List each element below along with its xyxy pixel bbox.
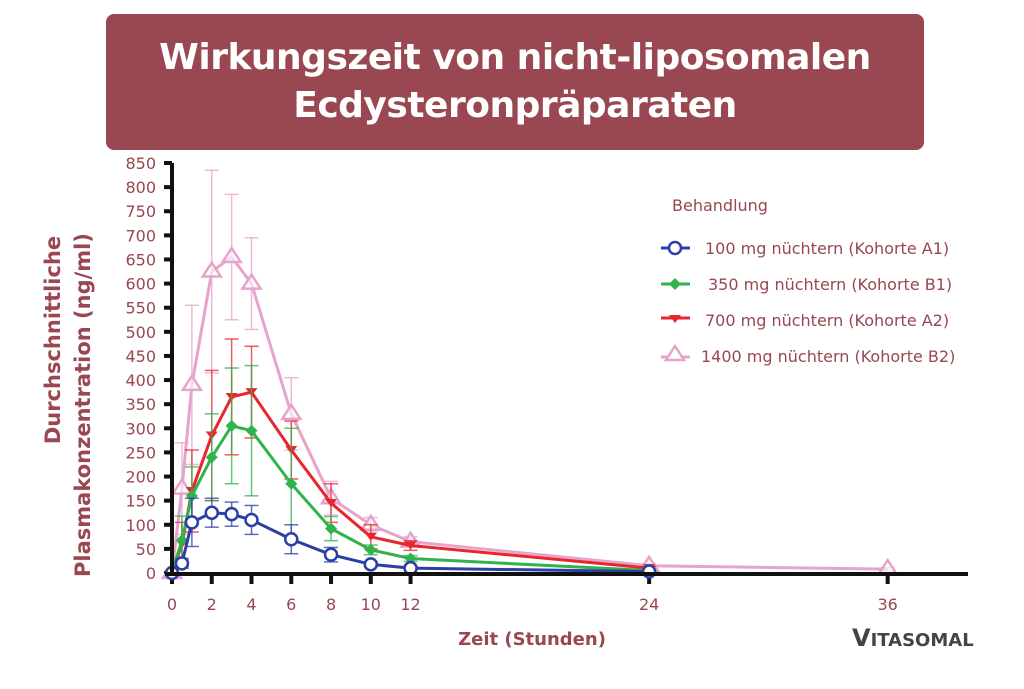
legend-label-700mg: 700 mg nüchtern (Kohorte A2): [705, 311, 949, 330]
triangle-up-marker-icon: [170, 477, 194, 495]
y-tick-label: 500: [125, 323, 156, 342]
y-tick-label: 650: [125, 250, 156, 269]
legend-item-1400mg: 1400 mg nüchtern (Kohorte B2): [661, 343, 955, 366]
brand-logo-rest: ITASOMAL: [871, 630, 974, 651]
y-tick-label: 800: [125, 178, 156, 197]
x-axis-ticks: 0 2 4 6 8 10 12 24 36: [167, 574, 898, 614]
diamond-marker-icon: [325, 522, 338, 535]
series-350mg: [166, 364, 657, 579]
y-tick-label: 100: [125, 516, 156, 535]
data-series: [160, 169, 899, 581]
circle-marker-icon: [667, 240, 683, 256]
diamond-marker-icon: [245, 424, 258, 437]
chart-title-line1: Wirkungszeit von nicht-liposomalen: [159, 37, 871, 78]
triangle-up-marker-icon: [240, 272, 263, 290]
circle-marker-icon: [224, 506, 239, 522]
y-tick-label: 400: [125, 371, 156, 390]
triangle-down-marker-icon: [364, 532, 377, 541]
diamond-marker-icon: [175, 534, 188, 547]
y-tick-label: 550: [125, 299, 156, 318]
diamond-marker-icon: [404, 552, 417, 565]
x-tick-label: 8: [326, 595, 336, 614]
circle-marker-icon: [204, 505, 220, 520]
series-700mg: [166, 338, 657, 577]
y-tick-label: 50: [136, 540, 156, 559]
y-tick-label: 450: [125, 347, 156, 366]
y-axis-title-line1: Durchschnittliche: [41, 236, 65, 444]
legend: Behandlung 100 mg nüchtern (Kohorte A1) …: [661, 196, 955, 366]
circle-marker-icon: [363, 557, 379, 572]
x-axis-title: Zeit (Stunden): [458, 629, 606, 650]
y-tick-label: 250: [125, 443, 156, 462]
circle-marker-icon: [184, 515, 200, 530]
y-axis-ticks: 0 50 100 150 200 250 300 350 400 450 500 550 600 650 7…: [125, 154, 172, 583]
triangle-up-marker-icon: [220, 245, 243, 264]
y-axis-title: Durchschnittliche Plasmakonzentration (n…: [41, 233, 95, 577]
triangle-up-marker-icon: [200, 260, 224, 278]
y-axis-title-line2: Plasmakonzentration (ng/ml): [71, 233, 95, 577]
triangle-down-marker-icon: [404, 541, 417, 550]
triangle-up-marker-icon: [663, 343, 687, 362]
triangle-down-marker-icon: [325, 499, 338, 508]
brand-logo-initial: V: [852, 624, 871, 652]
diamond-marker-icon: [225, 419, 238, 432]
chart-title-line2: Ecdysteronpräparaten: [293, 85, 737, 126]
x-tick-label: 36: [878, 595, 898, 614]
diamond-marker-icon: [669, 278, 681, 290]
x-tick-label: 12: [400, 595, 420, 614]
x-tick-label: 4: [246, 595, 256, 614]
triangle-down-marker-icon: [669, 315, 681, 323]
x-tick-label: 24: [639, 595, 659, 614]
chart-title-banner: Wirkungszeit von nicht-liposomalen Ecdys…: [106, 14, 924, 150]
legend-title: Behandlung: [672, 196, 768, 215]
diamond-marker-icon: [205, 451, 218, 464]
circle-marker-icon: [244, 512, 259, 528]
y-tick-label: 700: [125, 226, 156, 245]
circle-marker-icon: [174, 556, 190, 571]
legend-label-350mg: 350 mg nüchtern (Kohorte B1): [708, 275, 952, 294]
y-tick-label: 150: [125, 492, 156, 511]
diamond-marker-icon: [285, 477, 298, 490]
y-tick-label: 350: [125, 395, 156, 414]
legend-item-100mg: 100 mg nüchtern (Kohorte A1): [661, 239, 949, 258]
y-tick-label: 850: [125, 154, 156, 173]
x-tick-label: 2: [207, 595, 217, 614]
legend-item-350mg: 350 mg nüchtern (Kohorte B1): [661, 275, 952, 294]
x-tick-label: 6: [286, 595, 296, 614]
series-1400mg: [160, 169, 899, 580]
y-tick-label: 600: [125, 275, 156, 294]
circle-marker-icon: [284, 531, 299, 547]
y-tick-label: 200: [125, 468, 156, 487]
brand-logo: VITASOMAL: [852, 624, 974, 652]
series-100mg: [164, 497, 657, 581]
triangle-up-marker-icon: [180, 373, 204, 392]
y-tick-label: 300: [125, 419, 156, 438]
triangle-up-marker-icon: [279, 402, 303, 421]
legend-item-700mg: 700 mg nüchtern (Kohorte A2): [661, 311, 949, 330]
y-tick-label: 0: [146, 564, 156, 583]
legend-label-100mg: 100 mg nüchtern (Kohorte A1): [705, 239, 949, 258]
diamond-marker-icon: [364, 543, 377, 556]
x-tick-label: 10: [361, 595, 381, 614]
legend-label-1400mg: 1400 mg nüchtern (Kohorte B2): [701, 347, 955, 366]
x-tick-label: 0: [167, 595, 177, 614]
y-tick-label: 750: [125, 202, 156, 221]
circle-marker-icon: [323, 547, 339, 562]
